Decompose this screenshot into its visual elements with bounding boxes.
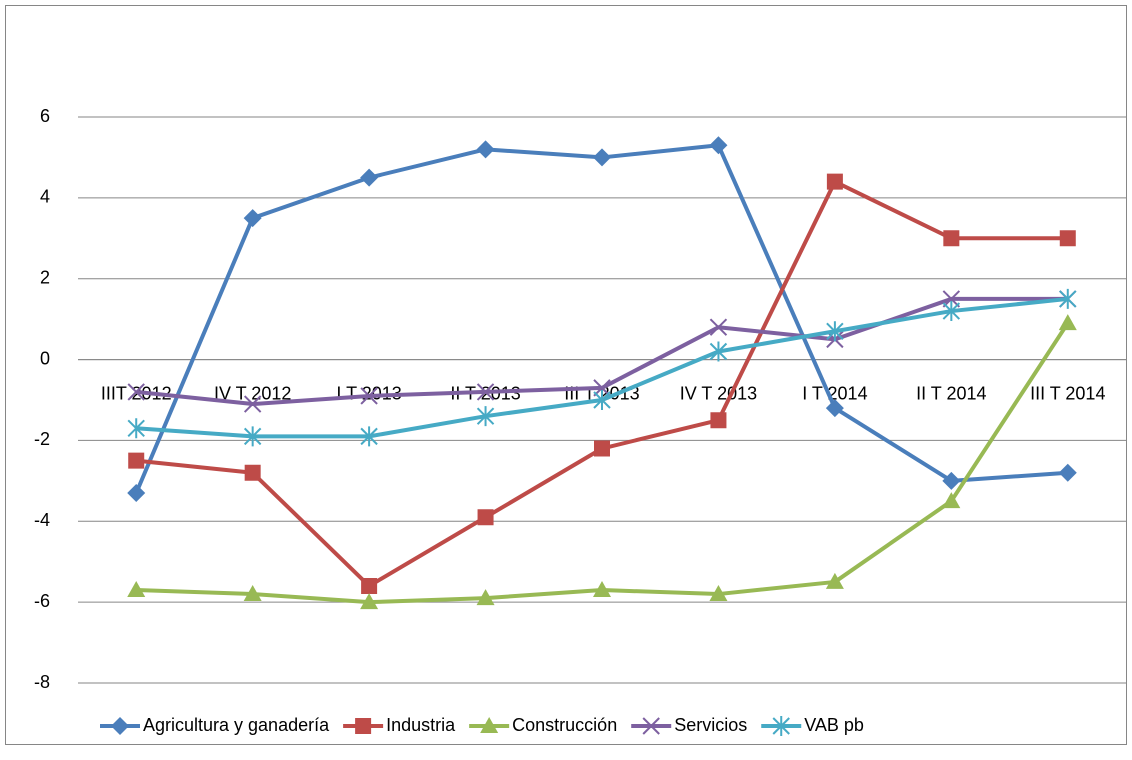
marker <box>709 318 728 336</box>
legend-label: Construcción <box>512 715 617 735</box>
legend-label: Servicios <box>674 715 747 735</box>
marker <box>642 717 660 735</box>
marker <box>476 383 495 401</box>
marker <box>825 572 844 589</box>
marker <box>1058 314 1077 331</box>
legend-label: Industria <box>386 715 456 735</box>
y-tick-label: -2 <box>34 429 50 449</box>
marker <box>772 716 790 736</box>
marker <box>710 412 727 429</box>
legend-label: VAB pb <box>804 715 864 735</box>
marker <box>243 395 262 413</box>
marker <box>942 492 961 509</box>
marker <box>360 168 379 187</box>
marker <box>361 577 378 594</box>
marker <box>127 581 146 598</box>
marker <box>476 589 495 606</box>
marker <box>1058 463 1077 482</box>
y-tick-label: -6 <box>34 591 50 611</box>
y-tick-label: 2 <box>40 267 50 287</box>
marker <box>594 440 610 457</box>
marker <box>360 426 378 447</box>
marker <box>477 509 494 526</box>
x-tick-label: IV T 2013 <box>680 383 757 403</box>
marker <box>244 464 261 481</box>
marker <box>593 379 611 397</box>
marker <box>360 593 379 610</box>
x-tick-label: I T 2014 <box>802 383 867 403</box>
marker <box>709 585 728 602</box>
marker <box>243 585 262 602</box>
marker <box>1059 288 1077 309</box>
legend-label: Agricultura y ganadería <box>143 715 330 735</box>
y-tick-label: 4 <box>40 187 50 207</box>
x-tick-label: IV T 2012 <box>214 383 291 403</box>
marker <box>1059 230 1076 247</box>
marker <box>825 399 844 418</box>
y-tick-label: 0 <box>40 348 50 368</box>
marker <box>128 452 145 469</box>
y-tick-label: 6 <box>40 106 50 126</box>
marker <box>127 483 146 502</box>
marker <box>480 717 499 733</box>
marker <box>593 581 611 598</box>
marker <box>127 383 145 401</box>
chart-border <box>5 5 1127 745</box>
marker <box>243 209 262 228</box>
x-tick-label: II T 2014 <box>916 383 986 403</box>
marker <box>709 136 728 155</box>
y-tick-label: -8 <box>34 672 50 692</box>
marker <box>593 390 611 410</box>
marker <box>942 301 961 322</box>
marker <box>593 148 611 167</box>
x-tick-label: III T 2014 <box>1030 383 1105 403</box>
marker <box>942 471 961 490</box>
y-tick-label: -4 <box>34 510 50 530</box>
marker <box>127 418 145 439</box>
marker <box>942 290 961 308</box>
marker <box>943 230 960 247</box>
marker <box>826 321 844 342</box>
marker <box>826 173 843 190</box>
marker <box>243 426 262 447</box>
marker <box>111 717 129 735</box>
marker <box>476 406 495 427</box>
marker <box>355 718 372 734</box>
marker <box>476 140 495 159</box>
marker <box>709 341 728 362</box>
marker <box>360 387 378 405</box>
